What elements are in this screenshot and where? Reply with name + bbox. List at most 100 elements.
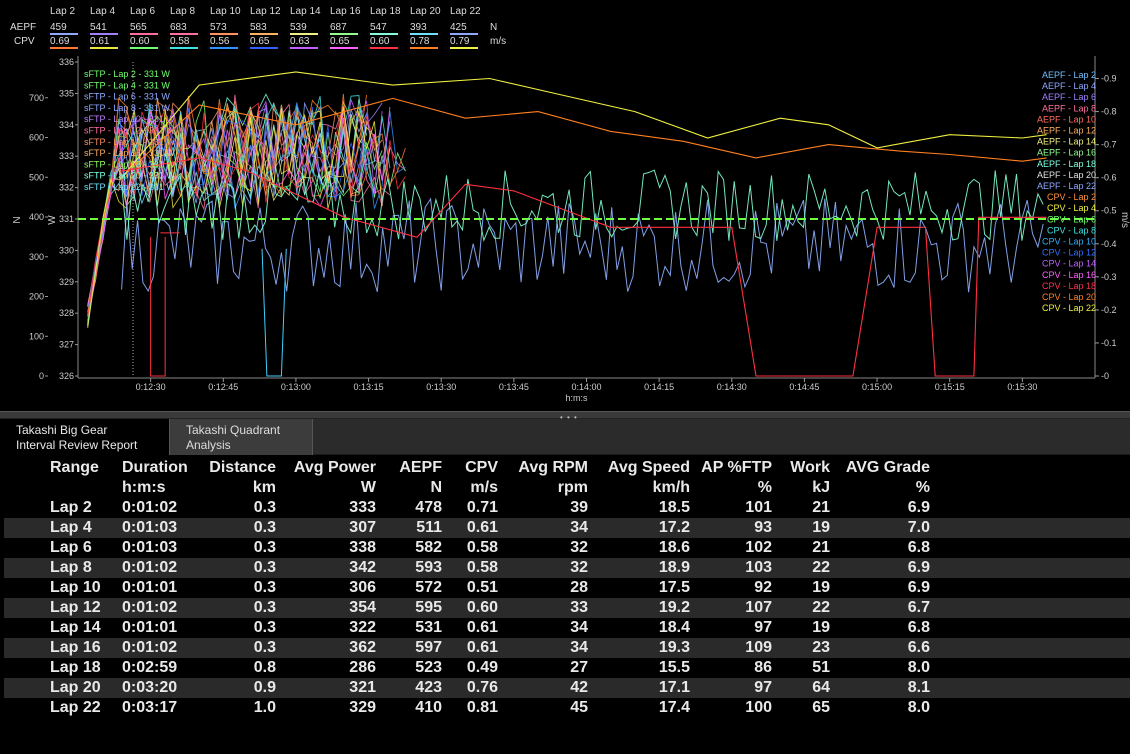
table-cell: 0:01:02 <box>122 598 202 618</box>
column-header[interactable]: Avg Power <box>293 459 376 476</box>
column-unit: W <box>360 479 376 496</box>
table-cell: 410 <box>382 698 448 718</box>
row-filler <box>936 498 1130 518</box>
table-cell: 0.3 <box>202 558 282 578</box>
legend-aepf-value: 547 <box>370 22 387 33</box>
table-cell: 33 <box>504 598 594 618</box>
table-cell: 0.58 <box>448 538 504 558</box>
row-range-label: Lap 8 <box>4 558 122 578</box>
legend-row-label-cpv: CPV <box>14 36 35 47</box>
sftp-annotation: sFTP - Lap 20 - 331 W <box>84 171 175 181</box>
right-legend-item: AEPF - Lap 18 <box>1037 159 1096 169</box>
tab-quadrant-analysis[interactable]: Takashi Quadrant Analysis <box>170 419 313 455</box>
table-cell: 478 <box>382 498 448 518</box>
table-cell: 97 <box>696 678 778 698</box>
splitter-grip[interactable]: • • • <box>560 413 578 422</box>
y-tick-label-w: 327 <box>59 340 74 350</box>
column-header[interactable]: CPV <box>465 459 498 476</box>
trace-early-lap <box>87 106 368 327</box>
table-row[interactable]: Lap 12 0:01:02 0.3 354 595 0.60 33 19.2 107 22 6.7 <box>4 598 1130 618</box>
table-row[interactable]: Lap 18 0:02:59 0.8 286 523 0.49 27 15.5 86 51 8.0 <box>4 658 1130 678</box>
table-row[interactable]: Lap 16 0:01:02 0.3 362 597 0.61 34 19.3 109 23 6.6 <box>4 638 1130 658</box>
column-unit: h:m:s <box>122 479 166 496</box>
row-filler <box>936 598 1130 618</box>
column-header[interactable]: Work <box>790 459 830 476</box>
right-legend-item: AEPF - Lap 20 <box>1037 170 1096 180</box>
table-cell: 86 <box>696 658 778 678</box>
column-unit: kJ <box>812 479 830 496</box>
legend-unit-ms: m/s <box>490 36 507 47</box>
interval-chart[interactable]: 0 100 200 300 400 500 600 700 326 327 328 329 330 331… <box>0 0 1130 411</box>
legend-aepf-swatch <box>290 33 318 35</box>
legend-lap-name: Lap 22 <box>450 6 481 17</box>
column-unit: m/s <box>470 479 498 496</box>
row-filler <box>936 538 1130 558</box>
column-header[interactable]: AP %FTP <box>701 459 772 476</box>
x-tick-label: 0:15:00 <box>862 382 892 392</box>
trace-early-lap <box>87 102 368 313</box>
column-header[interactable]: Distance <box>209 459 276 476</box>
x-tick-label: 0:15:30 <box>1007 382 1037 392</box>
table-cell: 362 <box>282 638 382 658</box>
legend-aepf-swatch <box>250 33 278 35</box>
column-unit: N <box>430 479 442 496</box>
row-filler <box>936 678 1130 698</box>
table-cell: 329 <box>282 698 382 718</box>
right-legend-item: AEPF - Lap 4 <box>1042 81 1096 91</box>
table-row[interactable]: Lap 20 0:03:20 0.9 321 423 0.76 42 17.1 97 64 8.1 <box>4 678 1130 698</box>
table-cell: 39 <box>504 498 594 518</box>
right-legend-item: CPV - Lap 22 <box>1042 303 1096 313</box>
table-cell: 0.3 <box>202 538 282 558</box>
table-row[interactable]: Lap 6 0:01:03 0.3 338 582 0.58 32 18.6 102 21 6.8 <box>4 538 1130 558</box>
table-cell: 42 <box>504 678 594 698</box>
table-cell: 45 <box>504 698 594 718</box>
legend-cpv-value: 0.60 <box>130 36 150 47</box>
y-tick-label-w: 329 <box>59 277 74 287</box>
table-row[interactable]: Lap 10 0:01:01 0.3 306 572 0.51 28 17.5 92 19 6.9 <box>4 578 1130 598</box>
column-header[interactable]: Range <box>50 459 99 476</box>
table-cell: 0.76 <box>448 678 504 698</box>
table-cell: 17.1 <box>594 678 696 698</box>
y-tick-label-w: 334 <box>59 120 74 130</box>
legend-aepf-swatch <box>410 33 438 35</box>
legend-cpv-value: 0.56 <box>210 36 230 47</box>
sftp-annotation: sFTP - Lap 10 - 331 W <box>84 114 175 124</box>
table-cell: 19 <box>778 518 836 538</box>
x-tick-label: 0:14:15 <box>644 382 674 392</box>
legend-cpv-swatch <box>370 47 398 49</box>
column-header[interactable]: Avg Speed <box>607 459 690 476</box>
table-row[interactable]: Lap 2 0:01:02 0.3 333 478 0.71 39 18.5 101 21 6.9 <box>4 498 1130 518</box>
table-cell: 286 <box>282 658 382 678</box>
column-header[interactable]: Duration <box>122 459 188 476</box>
table-cell: 0.58 <box>448 558 504 578</box>
table-cell: 523 <box>382 658 448 678</box>
table-cell: 0.81 <box>448 698 504 718</box>
column-header[interactable]: AVG Grade <box>845 459 930 476</box>
column-header[interactable]: AEPF <box>399 459 442 476</box>
table-cell: 0:01:01 <box>122 578 202 598</box>
y-tick-label-w: 328 <box>59 308 74 318</box>
right-legend-item: CPV - Lap 4 <box>1047 203 1096 213</box>
legend-aepf-swatch <box>130 33 158 35</box>
table-cell: 0.60 <box>448 598 504 618</box>
table-cell: 32 <box>504 538 594 558</box>
table-cell: 97 <box>696 618 778 638</box>
table-row[interactable]: Lap 8 0:01:02 0.3 342 593 0.58 32 18.9 103 22 6.9 <box>4 558 1130 578</box>
column-header[interactable]: Avg RPM <box>518 459 588 476</box>
tab-label-line2: Interval Review Report <box>16 438 138 452</box>
sftp-annotation: sFTP - Lap 6 - 331 W <box>84 92 170 102</box>
table-cell: 8.1 <box>836 678 936 698</box>
table-cell: 21 <box>778 538 836 558</box>
sftp-annotation: sFTP - Lap 22 - 331 W <box>84 182 175 192</box>
tab-big-gear-report[interactable]: Takashi Big Gear Interval Review Report <box>0 419 170 455</box>
table-row[interactable]: Lap 14 0:01:01 0.3 322 531 0.61 34 18.4 97 19 6.8 <box>4 618 1130 638</box>
legend-lap-name: Lap 8 <box>170 6 196 17</box>
sftp-annotation: sFTP - Lap 16 - 331 W <box>84 148 175 158</box>
table-cell: 18.6 <box>594 538 696 558</box>
row-filler <box>936 638 1130 658</box>
pane-splitter[interactable]: • • • <box>0 411 1130 422</box>
table-cell: 19 <box>778 618 836 638</box>
table-row[interactable]: Lap 4 0:01:03 0.3 307 511 0.61 34 17.2 93 19 7.0 <box>4 518 1130 538</box>
table-cell: 65 <box>778 698 836 718</box>
table-row[interactable]: Lap 22 0:03:17 1.0 329 410 0.81 45 17.4 100 65 8.0 <box>4 698 1130 718</box>
